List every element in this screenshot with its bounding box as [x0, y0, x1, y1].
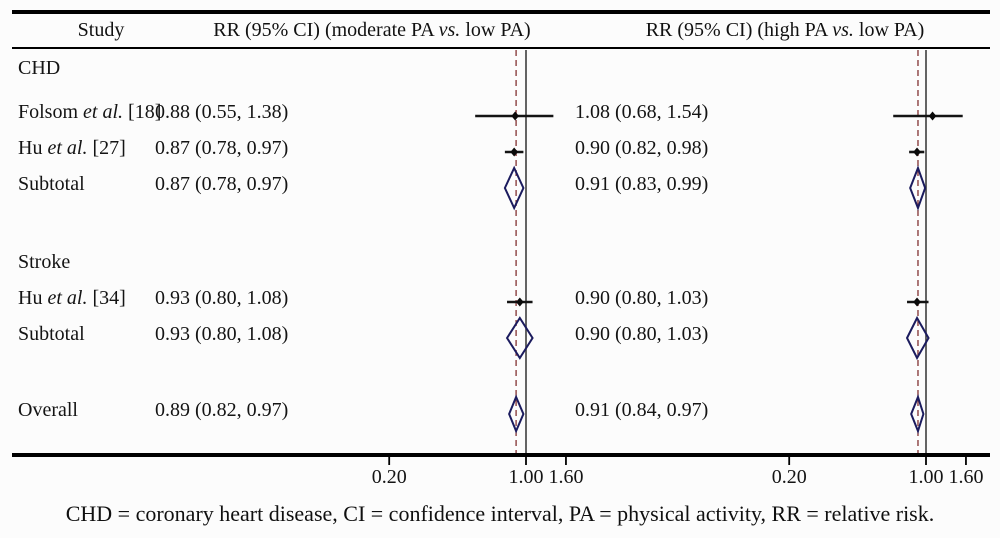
study-label: Overall: [18, 399, 78, 421]
point-estimate-marker: [913, 297, 921, 307]
axis-tick-label: 1.60: [948, 466, 984, 488]
left-panel-header-text-end: low PA): [460, 19, 531, 41]
top-rule: [12, 10, 990, 14]
left-panel-header-text: RR (95% CI) (moderate PA: [213, 19, 439, 41]
point-estimate-marker: [511, 111, 519, 121]
rr-ci-value: 1.08 (0.68, 1.54): [575, 101, 709, 123]
subtotal-diamond: [909, 165, 927, 211]
rr-ci-value: 0.90 (0.80, 1.03): [575, 323, 709, 345]
rr-ci-value: 0.88 (0.55, 1.38): [155, 101, 289, 123]
abbreviation-footnote: CHD = coronary heart disease, CI = confi…: [65, 501, 935, 526]
rr-ci-value: 0.90 (0.82, 0.98): [575, 137, 709, 159]
study-label: Subtotal: [18, 323, 85, 345]
right-panel-header-text-end: low PA): [853, 19, 925, 41]
bottom-rule: [12, 453, 990, 457]
rr-ci-value: 0.93 (0.80, 1.08): [155, 287, 289, 309]
axis-tick-label: 0.20: [371, 466, 407, 488]
study-label: Hu et al. [34]: [18, 287, 126, 309]
study-label: Subtotal: [18, 173, 85, 195]
axis-tick-label: 1.00: [908, 466, 944, 488]
header-underline-rule: [12, 47, 990, 49]
rr-ci-value: 0.87 (0.78, 0.97): [155, 137, 289, 159]
column-header-study: Study: [18, 16, 184, 44]
rr-ci-value: 0.93 (0.80, 1.08): [155, 323, 289, 345]
axis-tick-label: 1.60: [548, 466, 584, 488]
subtotal-diamond: [905, 315, 930, 361]
column-header-right-panel: RR (95% CI) (high PA vs. low PA): [560, 16, 1000, 44]
axis-tick-label: 0.20: [771, 466, 807, 488]
overall-diamond: [910, 394, 925, 434]
study-label: Folsom et al. [18]: [18, 101, 162, 123]
subtotal-diamond: [505, 316, 534, 360]
rr-ci-value: 0.87 (0.78, 0.97): [155, 173, 289, 195]
group-label: Stroke: [18, 251, 71, 273]
group-label: CHD: [18, 57, 61, 79]
rr-ci-value: 0.91 (0.84, 0.97): [575, 399, 709, 421]
rr-ci-value: 0.90 (0.80, 1.03): [575, 287, 709, 309]
point-estimate-marker: [913, 147, 921, 157]
overall-diamond: [508, 394, 525, 434]
point-estimate-marker: [510, 147, 518, 157]
right-panel-header-vs: vs.: [832, 19, 854, 41]
axis-tick-label: 1.00: [508, 466, 544, 488]
point-estimate-marker: [928, 111, 937, 121]
study-header-label: Study: [77, 19, 125, 41]
right-panel-header-text: RR (95% CI) (high PA: [645, 19, 833, 41]
rr-ci-value: 0.89 (0.82, 0.97): [155, 399, 289, 421]
rr-ci-value: 0.91 (0.83, 0.99): [575, 173, 709, 195]
subtotal-diamond: [503, 165, 525, 211]
point-estimate-marker: [516, 297, 524, 307]
column-header-left-panel: RR (95% CI) (moderate PA vs. low PA): [150, 16, 594, 44]
left-panel-header-vs: vs.: [438, 19, 461, 41]
study-label: Hu et al. [27]: [18, 137, 126, 159]
